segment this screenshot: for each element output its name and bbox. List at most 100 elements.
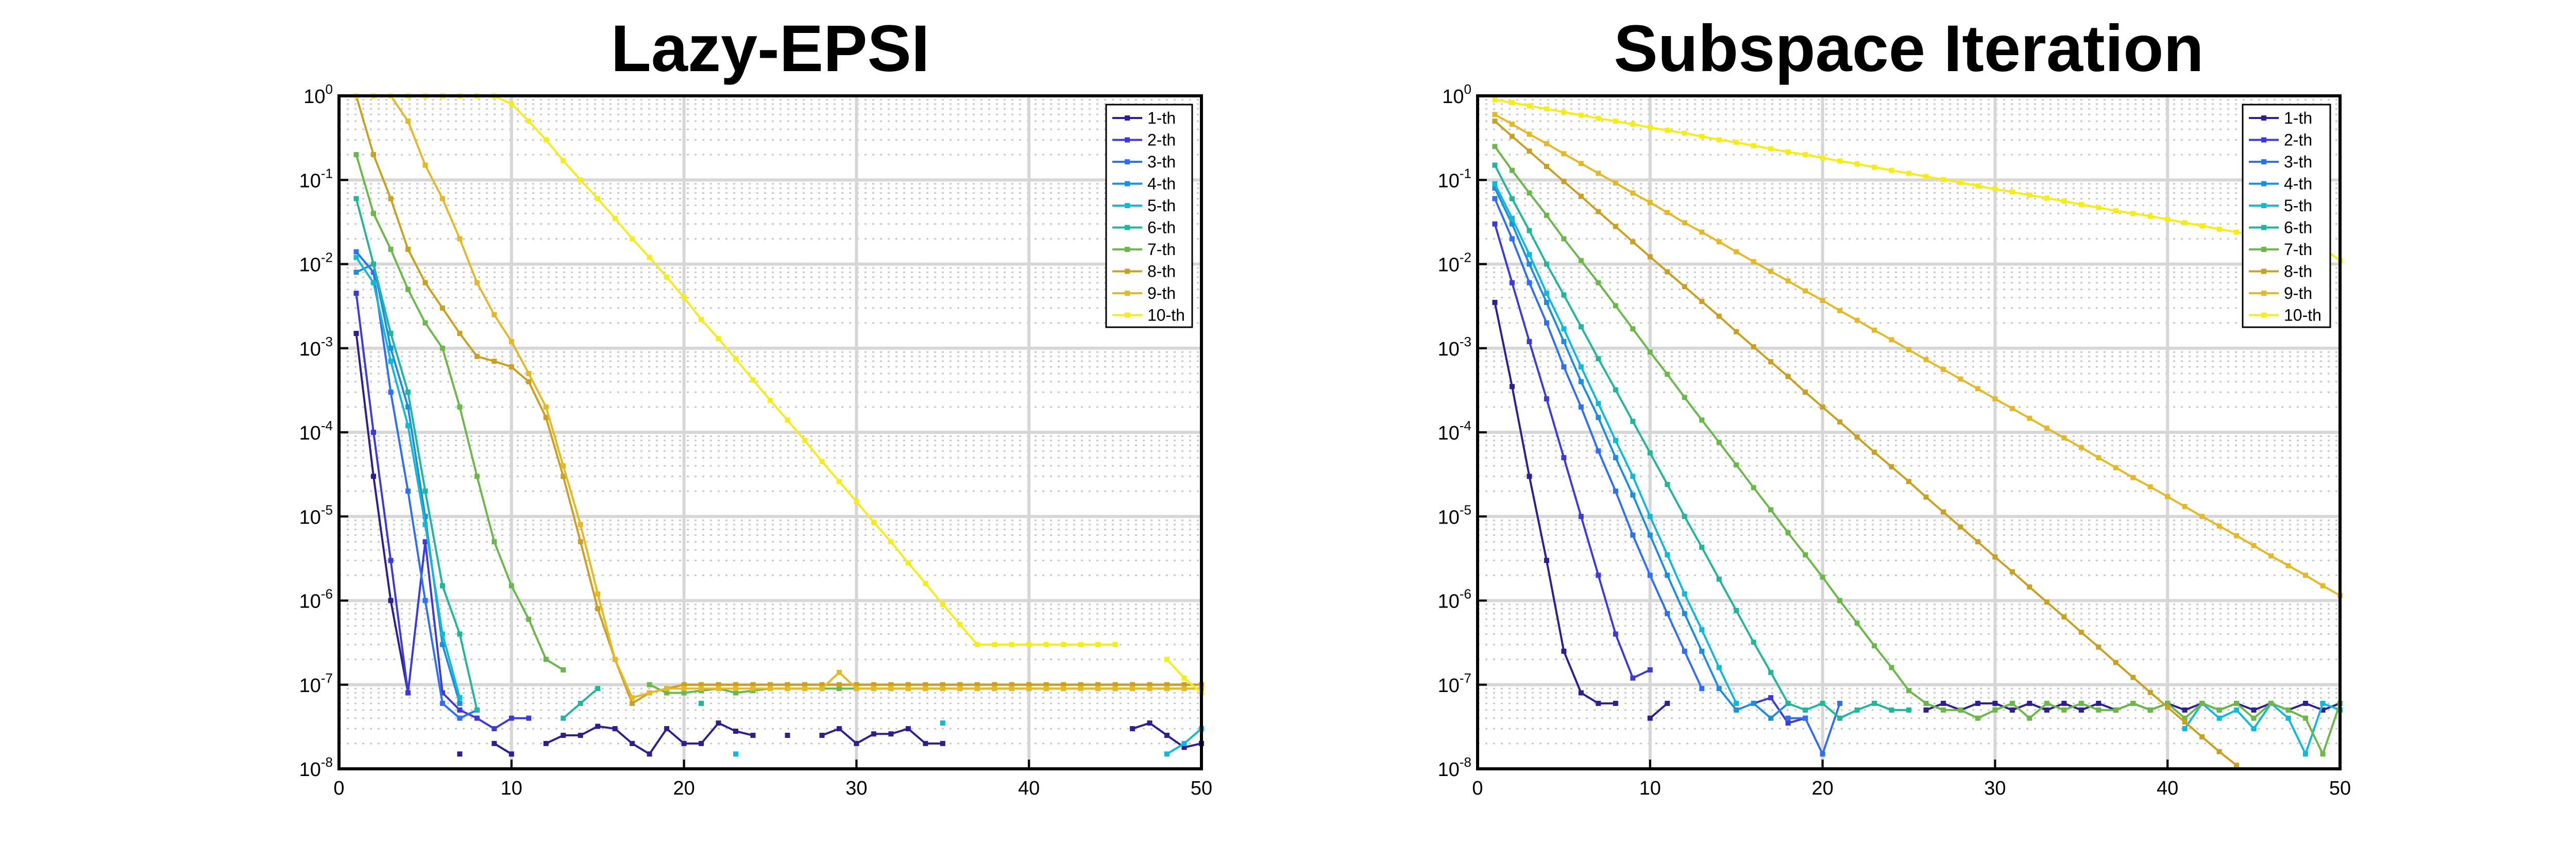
data-point <box>1803 715 1808 721</box>
data-point <box>1544 299 1549 305</box>
data-point <box>543 656 549 662</box>
data-point <box>1665 210 1670 215</box>
data-point <box>1682 648 1687 654</box>
data-point <box>699 682 704 687</box>
data-point <box>1613 303 1618 309</box>
data-point <box>2165 494 2171 499</box>
series-line <box>356 95 1201 699</box>
data-point <box>854 686 859 692</box>
data-point <box>923 682 928 687</box>
legend: 1-th 2-th 3-th 4-th 5-th 6-th 7-th 8-th 9-th 10-t… <box>1105 104 1193 328</box>
data-point <box>1009 682 1014 687</box>
data-point <box>992 642 997 647</box>
data-point <box>1630 122 1636 127</box>
data-point <box>370 474 376 479</box>
data-point <box>1078 686 1083 692</box>
legend-label: 3-th <box>1147 153 1176 171</box>
data-point <box>2044 599 2049 605</box>
legend-label: 2-th <box>1147 131 1176 149</box>
series-line <box>545 722 753 755</box>
data-point <box>1940 177 1946 182</box>
data-point <box>1665 372 1670 377</box>
data-point <box>2303 715 2309 721</box>
data-point <box>1544 163 1549 169</box>
data-point <box>1647 349 1653 355</box>
data-point <box>768 682 773 687</box>
data-point <box>1854 317 1860 323</box>
data-point <box>1112 686 1118 692</box>
y-tick-exponent: -4 <box>1460 418 1471 433</box>
data-point <box>888 686 894 692</box>
series-line <box>1788 703 1841 755</box>
y-tick-exponent: -5 <box>321 502 333 517</box>
series-line <box>1494 198 1703 689</box>
series-1-th <box>1492 299 2343 721</box>
data-point <box>647 255 652 260</box>
data-point <box>1578 514 1584 519</box>
x-tick-label: 20 <box>1811 778 1833 799</box>
data-point <box>1992 396 1998 402</box>
y-tick-base: 10 <box>299 591 321 613</box>
y-tick-exponent: 0 <box>1464 81 1471 97</box>
legend-label: 7-th <box>2284 240 2312 259</box>
data-point <box>370 280 376 285</box>
data-point <box>1164 751 1170 757</box>
data-point <box>2078 700 2084 706</box>
data-point <box>405 489 411 494</box>
data-point <box>1682 514 1687 519</box>
data-point <box>871 686 876 692</box>
data-point <box>1613 631 1618 637</box>
y-tick-base: 10 <box>303 86 325 108</box>
data-point <box>2320 583 2326 588</box>
data-point <box>1527 474 1532 479</box>
data-point <box>699 686 704 692</box>
data-point <box>422 320 428 326</box>
data-point <box>1751 344 1756 349</box>
data-point <box>388 196 394 201</box>
data-point <box>1768 669 1774 675</box>
data-point <box>1492 97 1498 103</box>
data-point <box>2009 700 2015 706</box>
data-point <box>1527 228 1532 233</box>
data-point <box>353 152 359 158</box>
data-point <box>1527 339 1532 344</box>
data-point <box>1803 552 1808 558</box>
data-point <box>405 423 411 429</box>
data-point <box>1803 288 1808 294</box>
data-point <box>1147 686 1153 692</box>
series-line <box>355 95 1201 704</box>
data-point <box>1768 359 1774 365</box>
data-point <box>1837 419 1843 425</box>
data-point <box>561 667 566 673</box>
data-point <box>1734 249 1739 255</box>
data-point <box>1699 417 1705 423</box>
data-point <box>1906 688 1911 694</box>
data-point <box>1630 239 1636 245</box>
data-point <box>974 682 980 687</box>
data-point <box>1492 162 1498 168</box>
data-point <box>2182 719 2188 725</box>
data-point <box>2096 707 2102 713</box>
data-point <box>1043 682 1049 687</box>
legend-label: 5-th <box>1147 196 1176 215</box>
legend-item: 2-th <box>2249 131 2312 149</box>
data-point <box>439 690 445 696</box>
series-line <box>355 198 478 711</box>
y-tick-exponent: -1 <box>1460 165 1471 181</box>
data-point <box>1716 665 1722 670</box>
data-point <box>819 686 825 692</box>
data-point <box>1923 494 1929 500</box>
data-point <box>647 690 652 696</box>
legend-label: 4-th <box>2284 175 2312 193</box>
data-point <box>2216 226 2222 232</box>
data-point <box>1837 598 1843 603</box>
data-point <box>543 137 549 143</box>
data-point <box>1026 682 1032 687</box>
data-point <box>2199 514 2205 519</box>
data-point <box>1578 364 1584 369</box>
data-point <box>1872 643 1877 649</box>
data-point <box>1561 292 1567 298</box>
grid <box>1476 94 2342 770</box>
series-group <box>353 93 1204 757</box>
data-point <box>1596 415 1601 420</box>
